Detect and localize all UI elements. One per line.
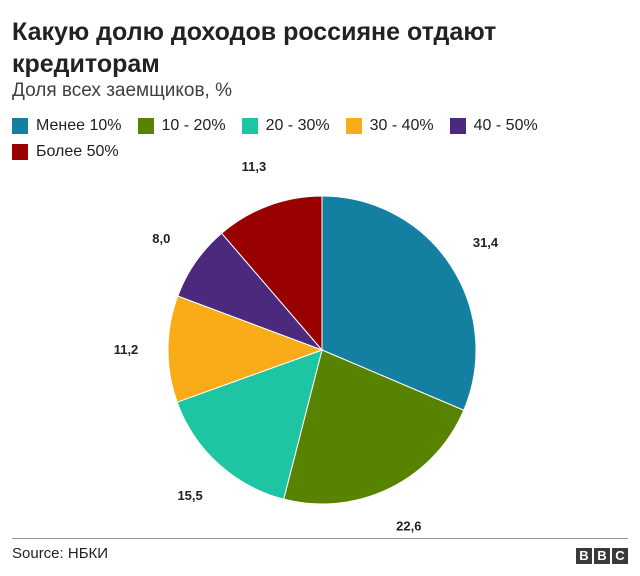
bbc-logo-block: B: [594, 548, 610, 564]
pie-slice: [167, 295, 324, 403]
bbc-logo-block: C: [612, 548, 628, 564]
legend-item: 20 - 30%: [241, 117, 330, 135]
source-note: Source: НБКИ: [12, 545, 109, 562]
slice-value-label: 11,2: [114, 342, 139, 357]
legend-item: 40 - 50%: [449, 117, 538, 135]
legend-label: 10 - 20%: [161, 117, 226, 134]
legend-label: Более 50%: [36, 143, 119, 160]
legend-label: Менее 10%: [36, 117, 122, 134]
legend-item: Менее 10%: [12, 117, 122, 135]
legend-item: Более 50%: [12, 143, 119, 161]
chart-legend: Менее 10% 10 - 20% 20 - 30% 30 - 40% 40 - 50…: [12, 117, 622, 161]
legend-label: 40 - 50%: [473, 117, 538, 134]
legend-item: 30 - 40%: [345, 117, 434, 135]
slice-value-label: 11,3: [242, 159, 267, 174]
chart-title: Какую долю доходов россияне отдают креди…: [12, 18, 497, 78]
chart-subtitle: Доля всех заемщиков, %: [12, 80, 232, 101]
pie-slice: [220, 195, 323, 352]
pie-slice: [283, 349, 465, 505]
legend-swatch: [137, 118, 154, 134]
footer-divider: [12, 538, 628, 539]
legend-label: 30 - 40%: [369, 117, 434, 134]
pie-chart: 31,4 22,6 15,5 11,2 8,0 11,3: [114, 159, 499, 534]
legend-item: 10 - 20%: [137, 117, 226, 135]
slice-value-label: 31,4: [473, 235, 499, 250]
legend-label: 20 - 30%: [265, 117, 330, 134]
pie-slice: [176, 349, 323, 500]
legend-swatch: [345, 118, 362, 134]
slice-value-label: 8,0: [152, 231, 170, 246]
slice-value-label: 22,6: [396, 519, 421, 534]
legend-swatch: [449, 118, 466, 134]
pie-slice: [321, 195, 477, 411]
bbc-logo-block: B: [576, 548, 592, 564]
legend-swatch: [12, 118, 28, 134]
slice-value-label: 15,5: [177, 488, 202, 503]
legend-swatch: [241, 118, 258, 134]
legend-swatch: [12, 144, 28, 160]
